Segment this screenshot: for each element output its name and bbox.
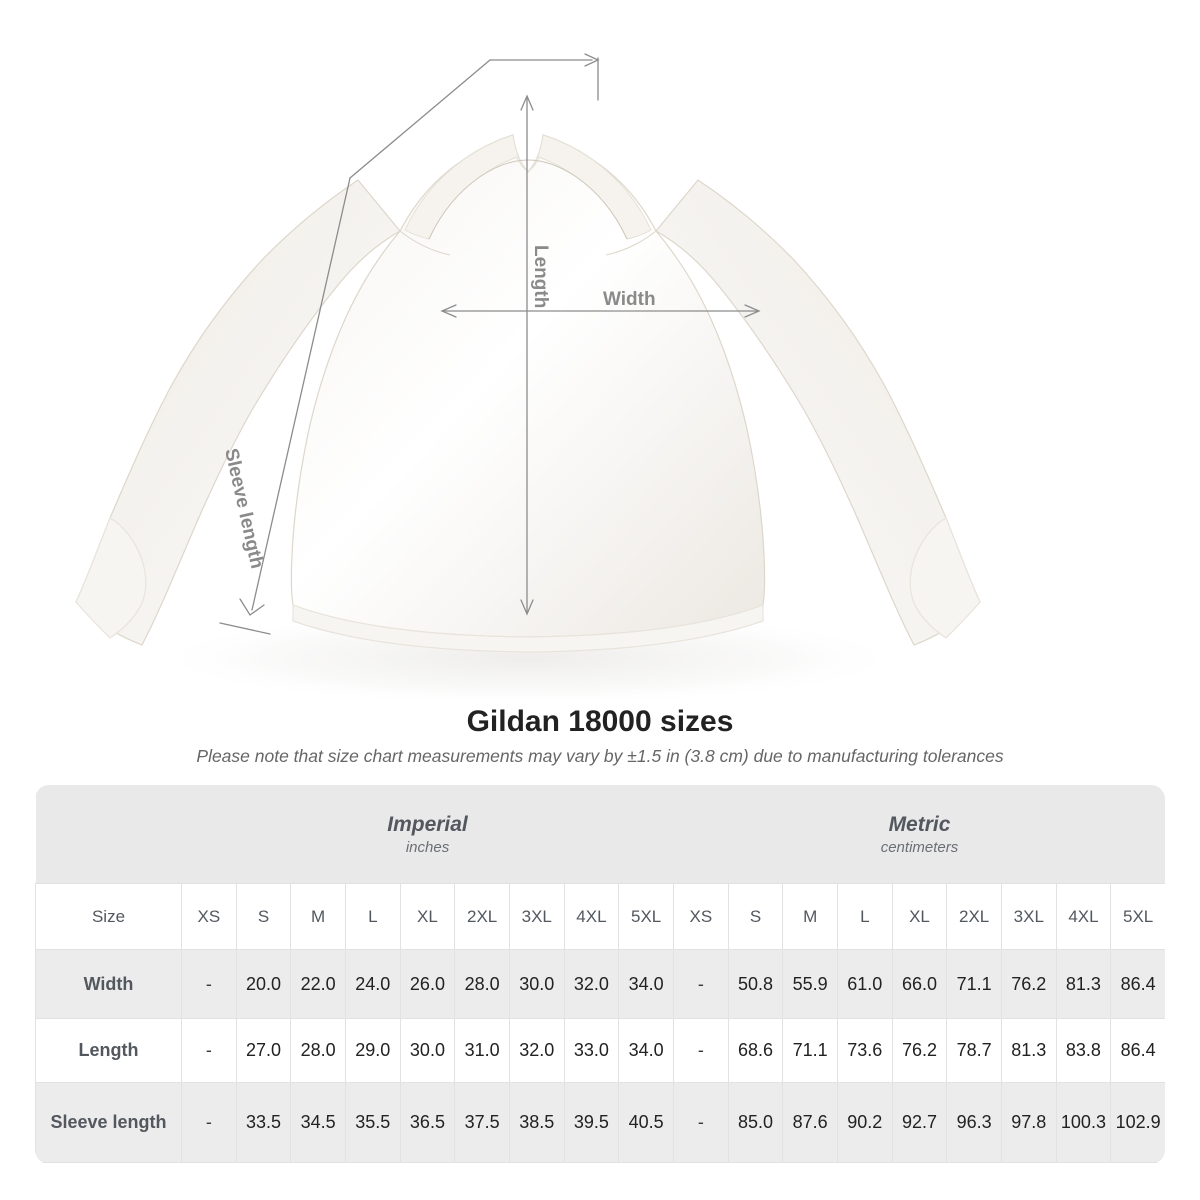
svg-text:Width: Width [603, 289, 656, 310]
svg-text:Sleeve length: Sleeve length [220, 447, 267, 571]
svg-text:Length: Length [530, 245, 551, 308]
